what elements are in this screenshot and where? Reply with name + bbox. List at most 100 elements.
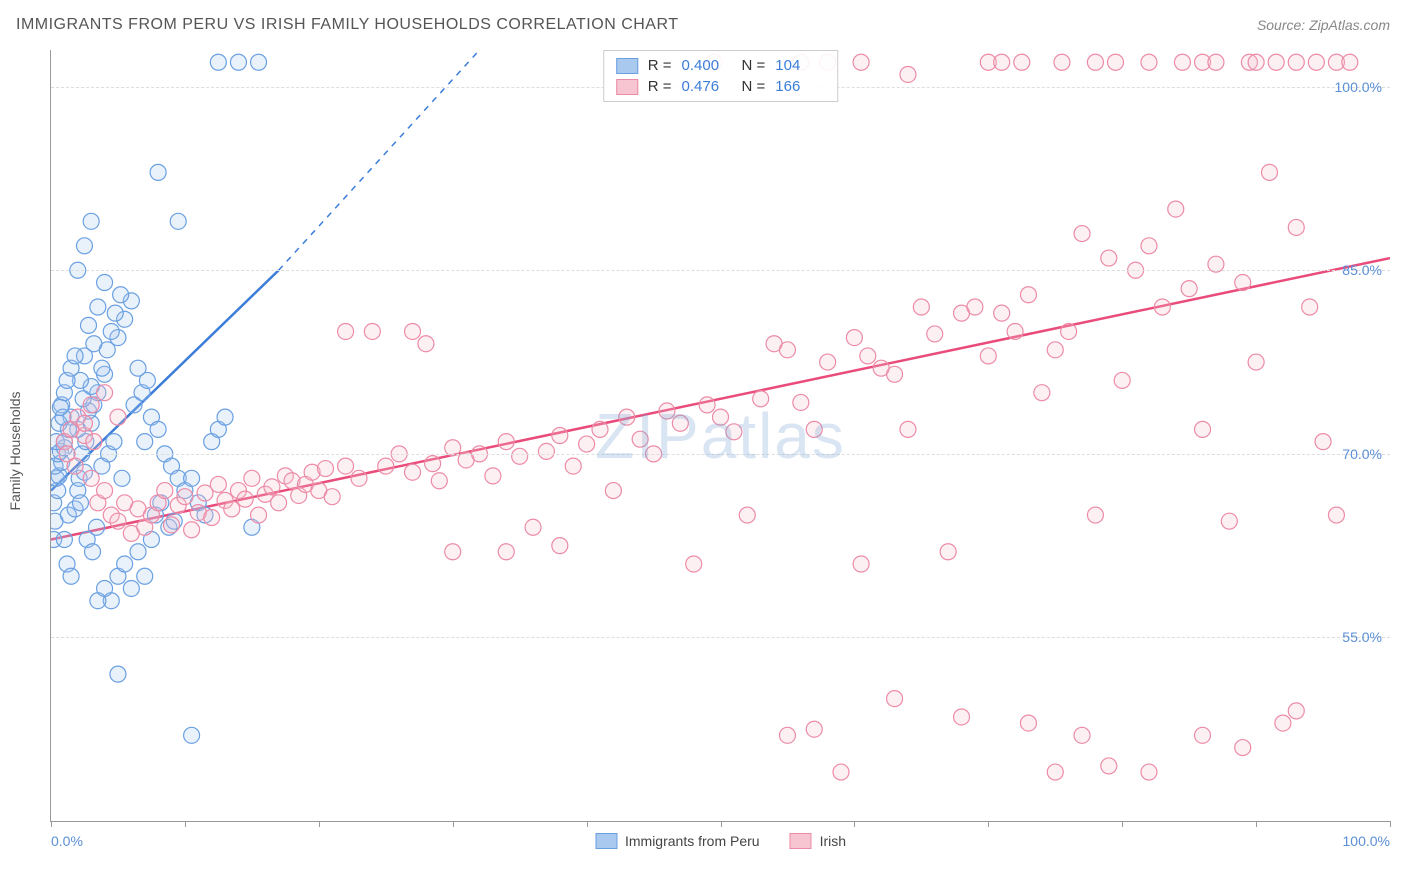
scatter-point-irish <box>1114 372 1130 388</box>
scatter-point-peru <box>117 311 133 327</box>
legend-n-label-2: N = <box>742 78 766 95</box>
scatter-point-irish <box>887 691 903 707</box>
scatter-points-layer <box>51 50 1390 821</box>
scatter-point-irish <box>498 434 514 450</box>
scatter-point-peru <box>166 513 182 529</box>
scatter-point-irish <box>251 507 267 523</box>
scatter-point-irish <box>97 483 113 499</box>
scatter-point-irish <box>1054 54 1070 70</box>
scatter-point-peru <box>75 391 91 407</box>
scatter-point-irish <box>1328 507 1344 523</box>
scatter-point-peru <box>89 519 105 535</box>
legend-label-peru: Immigrants from Peru <box>625 833 760 849</box>
scatter-point-irish <box>204 509 220 525</box>
scatter-point-irish <box>1221 513 1237 529</box>
scatter-point-irish <box>1034 385 1050 401</box>
scatter-point-irish <box>425 456 441 472</box>
scatter-point-irish <box>1007 323 1023 339</box>
scatter-point-irish <box>739 507 755 523</box>
scatter-point-irish <box>1087 54 1103 70</box>
scatter-point-irish <box>619 409 635 425</box>
legend-r-value-1: 0.400 <box>682 57 732 74</box>
scatter-point-irish <box>458 452 474 468</box>
scatter-point-peru <box>197 507 213 523</box>
scatter-point-peru <box>217 409 233 425</box>
scatter-point-peru <box>143 409 159 425</box>
scatter-point-peru <box>161 519 177 535</box>
scatter-point-irish <box>994 54 1010 70</box>
scatter-point-peru <box>54 454 70 470</box>
scatter-point-peru <box>86 336 102 352</box>
y-tick-label: 85.0% <box>1342 262 1382 278</box>
scatter-point-peru <box>164 458 180 474</box>
x-tick <box>854 821 855 827</box>
scatter-point-irish <box>123 525 139 541</box>
x-tick <box>319 821 320 827</box>
gridline-y <box>51 637 1390 638</box>
scatter-point-irish <box>900 66 916 82</box>
y-tick-label: 55.0% <box>1342 629 1382 645</box>
legend-swatch-1 <box>616 58 638 74</box>
scatter-point-irish <box>1101 250 1117 266</box>
x-tick <box>51 821 52 827</box>
scatter-point-irish <box>525 519 541 535</box>
scatter-point-peru <box>97 580 113 596</box>
scatter-point-irish <box>1195 727 1211 743</box>
scatter-point-irish <box>927 326 943 342</box>
scatter-point-peru <box>54 397 70 413</box>
scatter-point-irish <box>873 360 889 376</box>
scatter-point-irish <box>806 421 822 437</box>
scatter-point-peru <box>190 495 206 511</box>
x-tick <box>453 821 454 827</box>
scatter-point-irish <box>713 409 729 425</box>
source-attribution: Source: ZipAtlas.com <box>1257 17 1390 33</box>
scatter-point-peru <box>56 440 72 456</box>
scatter-point-irish <box>779 342 795 358</box>
scatter-point-peru <box>126 397 142 413</box>
scatter-point-peru <box>51 446 66 462</box>
x-tick <box>185 821 186 827</box>
scatter-point-peru <box>110 568 126 584</box>
scatter-point-peru <box>63 409 79 425</box>
gridline-y <box>51 454 1390 455</box>
scatter-point-peru <box>56 434 72 450</box>
scatter-point-peru <box>72 372 88 388</box>
scatter-point-irish <box>1208 54 1224 70</box>
scatter-point-irish <box>1087 507 1103 523</box>
scatter-point-irish <box>1174 54 1190 70</box>
scatter-point-irish <box>405 323 421 339</box>
scatter-point-irish <box>1141 764 1157 780</box>
scatter-point-peru <box>85 544 101 560</box>
scatter-point-irish <box>83 397 99 413</box>
scatter-point-irish <box>177 489 193 505</box>
legend-n-label-1: N = <box>742 57 766 74</box>
scatter-point-irish <box>726 424 742 440</box>
scatter-point-peru <box>80 317 96 333</box>
scatter-point-irish <box>83 470 99 486</box>
scatter-point-irish <box>117 495 133 511</box>
scatter-point-irish <box>56 434 72 450</box>
scatter-point-irish <box>1014 54 1030 70</box>
chart-container: Family Households ZIPatlas R = 0.400 N =… <box>40 50 1390 852</box>
scatter-point-peru <box>99 342 115 358</box>
scatter-point-peru <box>55 409 71 425</box>
scatter-point-irish <box>954 709 970 725</box>
scatter-point-irish <box>659 403 675 419</box>
scatter-point-irish <box>1141 238 1157 254</box>
scatter-point-irish <box>1154 299 1170 315</box>
scatter-point-irish <box>224 501 240 517</box>
scatter-point-irish <box>338 458 354 474</box>
scatter-point-irish <box>1128 262 1144 278</box>
trend-lines-layer <box>51 50 1390 821</box>
legend-series-names: Immigrants from Peru Irish <box>595 833 846 849</box>
scatter-point-peru <box>150 164 166 180</box>
scatter-point-peru <box>51 483 66 499</box>
scatter-point-irish <box>1248 54 1264 70</box>
scatter-point-peru <box>123 580 139 596</box>
scatter-point-irish <box>1261 164 1277 180</box>
scatter-point-irish <box>1168 201 1184 217</box>
scatter-point-peru <box>210 421 226 437</box>
scatter-point-irish <box>913 299 929 315</box>
scatter-point-irish <box>1248 354 1264 370</box>
legend-correlation-box: R = 0.400 N = 104 R = 0.476 N = 166 <box>603 50 839 102</box>
